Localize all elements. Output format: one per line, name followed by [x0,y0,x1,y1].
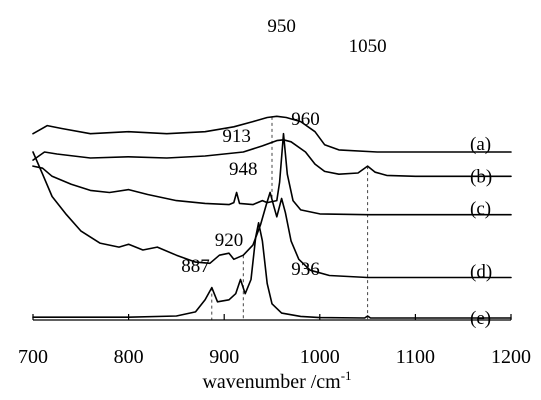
series-label-b: (b) [470,166,492,187]
peak-label-887: 887 [181,256,210,277]
series-label-c: (c) [470,199,491,220]
spectrum-a [32,115,512,153]
x-tick-label-900: 900 [209,346,239,368]
series-label-a: (a) [470,134,491,155]
spectrum-d [32,151,512,279]
spectrum-b [32,139,512,178]
spectrum-e [32,222,512,319]
peak-guide-lines [211,116,369,320]
peak-label-920: 920 [215,230,244,251]
x-tick-label-1000: 1000 [300,346,340,368]
x-tick-label-1200: 1200 [491,346,531,368]
peak-label-913: 913 [222,126,251,147]
x-axis-title-main: wavenumber /cm [202,371,341,393]
x-tick-label-700: 700 [18,346,48,368]
peak-label-948: 948 [229,159,258,180]
series-label-e: (e) [470,308,491,329]
spectrum-c [32,132,512,216]
peak-label-1050: 1050 [349,36,387,57]
x-tick-label-1100: 1100 [396,346,435,368]
series-label-d: (d) [470,262,492,283]
x-axis-title: wavenumber /cm-1 [202,368,351,393]
peak-label-950: 950 [267,16,296,37]
peak-label-960: 960 [291,109,320,130]
spectrum-curves [32,115,512,319]
peak-label-936: 936 [291,259,320,280]
x-tick-label-800: 800 [114,346,144,368]
x-axis-title-superscript: -1 [341,368,352,383]
series-labels: (a) (b) (c) (d) (e) [470,134,492,329]
x-axis-ticks: 700 800 900 1000 1100 1200 [18,314,531,368]
